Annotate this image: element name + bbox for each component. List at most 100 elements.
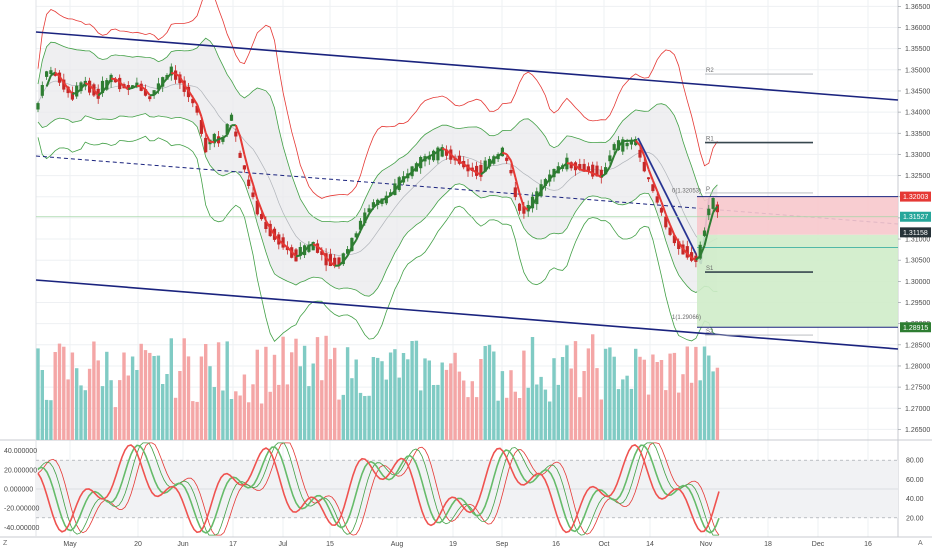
candle-body <box>668 227 672 235</box>
ma-segment <box>639 145 646 157</box>
ma-segment <box>634 139 641 147</box>
candle-body <box>53 73 57 76</box>
ma-segment <box>243 154 250 172</box>
volume-bar <box>453 352 457 440</box>
volume-bar <box>419 390 423 440</box>
candle-body <box>199 120 203 134</box>
volume-bar <box>212 387 216 440</box>
volume-bar <box>53 352 57 440</box>
price-tick-label: 1.32500 <box>905 173 930 180</box>
ma-segment <box>196 104 203 117</box>
candle-body <box>40 85 44 96</box>
ma-segment <box>118 81 125 88</box>
volume-bar <box>126 375 130 440</box>
ma-segment <box>67 87 74 95</box>
volume-bar <box>406 359 410 440</box>
candle-body <box>152 90 156 95</box>
volume-bar <box>333 347 337 440</box>
price-tick-label: 1.31000 <box>905 237 930 244</box>
candle-body <box>436 147 440 161</box>
volume-bar <box>66 379 70 440</box>
volume-bars <box>36 334 720 440</box>
date-tick-label: 16 <box>864 541 872 548</box>
volume-bar <box>87 368 92 440</box>
candle-body <box>427 155 431 160</box>
auto-scale-label[interactable]: A <box>918 540 923 547</box>
volume-bar <box>264 346 268 440</box>
outer-lower-band <box>37 135 718 342</box>
ma-segment <box>171 71 176 75</box>
date-axis[interactable]: May 20 Jun 17 Jul 15 Aug 19 Sep 16 Oct 14 Nov 18 Dec 16 <box>63 541 872 548</box>
ma-segment <box>299 250 306 257</box>
ma-segment <box>329 261 336 267</box>
pivot-levels[interactable]: R2 R1 P S1 S2 <box>705 68 813 336</box>
candle-body <box>195 105 199 113</box>
candle-body <box>707 208 711 216</box>
outer-upper-band <box>37 0 718 199</box>
inner-upper-band <box>37 37 718 223</box>
volume-bar <box>573 341 578 440</box>
ma-segment <box>686 252 693 259</box>
candle-body <box>367 208 371 213</box>
osc-left-tick-label: -40.000000 <box>4 525 40 532</box>
candle-body <box>612 144 616 151</box>
ma-segment <box>587 170 594 175</box>
ma-segment <box>218 137 224 140</box>
candle-body <box>242 165 246 170</box>
ma-segment <box>191 96 198 105</box>
ma-segment <box>213 138 220 143</box>
volume-bar <box>522 350 526 440</box>
swing-leg-down <box>637 137 702 265</box>
volume-bar <box>358 392 363 440</box>
candle-body <box>625 143 629 147</box>
candle-body <box>677 241 681 249</box>
band-fill <box>38 38 718 297</box>
ma-segment <box>407 171 413 177</box>
candle-body <box>260 214 264 220</box>
fib-label: 1(1.29066) <box>672 315 701 321</box>
date-tick-label: Sep <box>496 541 509 548</box>
ma-segment <box>226 124 233 136</box>
candle-body <box>307 244 311 252</box>
ma-segment <box>132 84 138 89</box>
candle-body <box>509 170 513 174</box>
ma-segment <box>673 234 680 243</box>
ma-segment <box>450 153 456 160</box>
volume-bar <box>548 401 552 440</box>
date-tick-label: May <box>63 541 77 548</box>
price-tick-label: 1.36000 <box>905 25 930 32</box>
volume-bar <box>204 344 208 440</box>
volume-bar <box>582 371 586 440</box>
date-tick-label: Jul <box>279 541 288 548</box>
volume-bar <box>148 352 152 440</box>
candle-body <box>672 235 676 244</box>
volume-bar <box>715 367 720 440</box>
candle-body <box>698 244 702 259</box>
oscillator-right-axis: 80.00 60.00 40.00 20.00 <box>906 458 924 523</box>
candle-body <box>75 85 79 97</box>
ma-segment <box>222 134 228 139</box>
ma-segment <box>467 166 473 171</box>
candle-body <box>148 96 152 100</box>
moving-averages <box>45 71 719 267</box>
ma-segment <box>488 158 495 166</box>
volume-bar <box>225 341 229 440</box>
price-tag-label: 1.32003 <box>903 194 928 201</box>
risk-reward-boxes[interactable]: 0(1.32053) 1(1.29066) <box>36 188 898 328</box>
volume-bar <box>272 354 277 440</box>
volume-bar <box>702 346 707 440</box>
ma-segment <box>97 91 104 97</box>
ma-segment <box>166 72 173 80</box>
volume-bar <box>423 358 427 440</box>
volume-bar <box>290 352 294 440</box>
volume-bar <box>315 337 320 440</box>
ma-segment <box>312 243 319 248</box>
candle-body <box>234 131 238 137</box>
volume-bar <box>444 369 449 440</box>
ma-segment <box>101 85 108 93</box>
candle-body <box>298 247 302 256</box>
ma-segment <box>518 193 525 208</box>
candle-body <box>440 147 444 157</box>
volume-bar <box>685 346 689 440</box>
